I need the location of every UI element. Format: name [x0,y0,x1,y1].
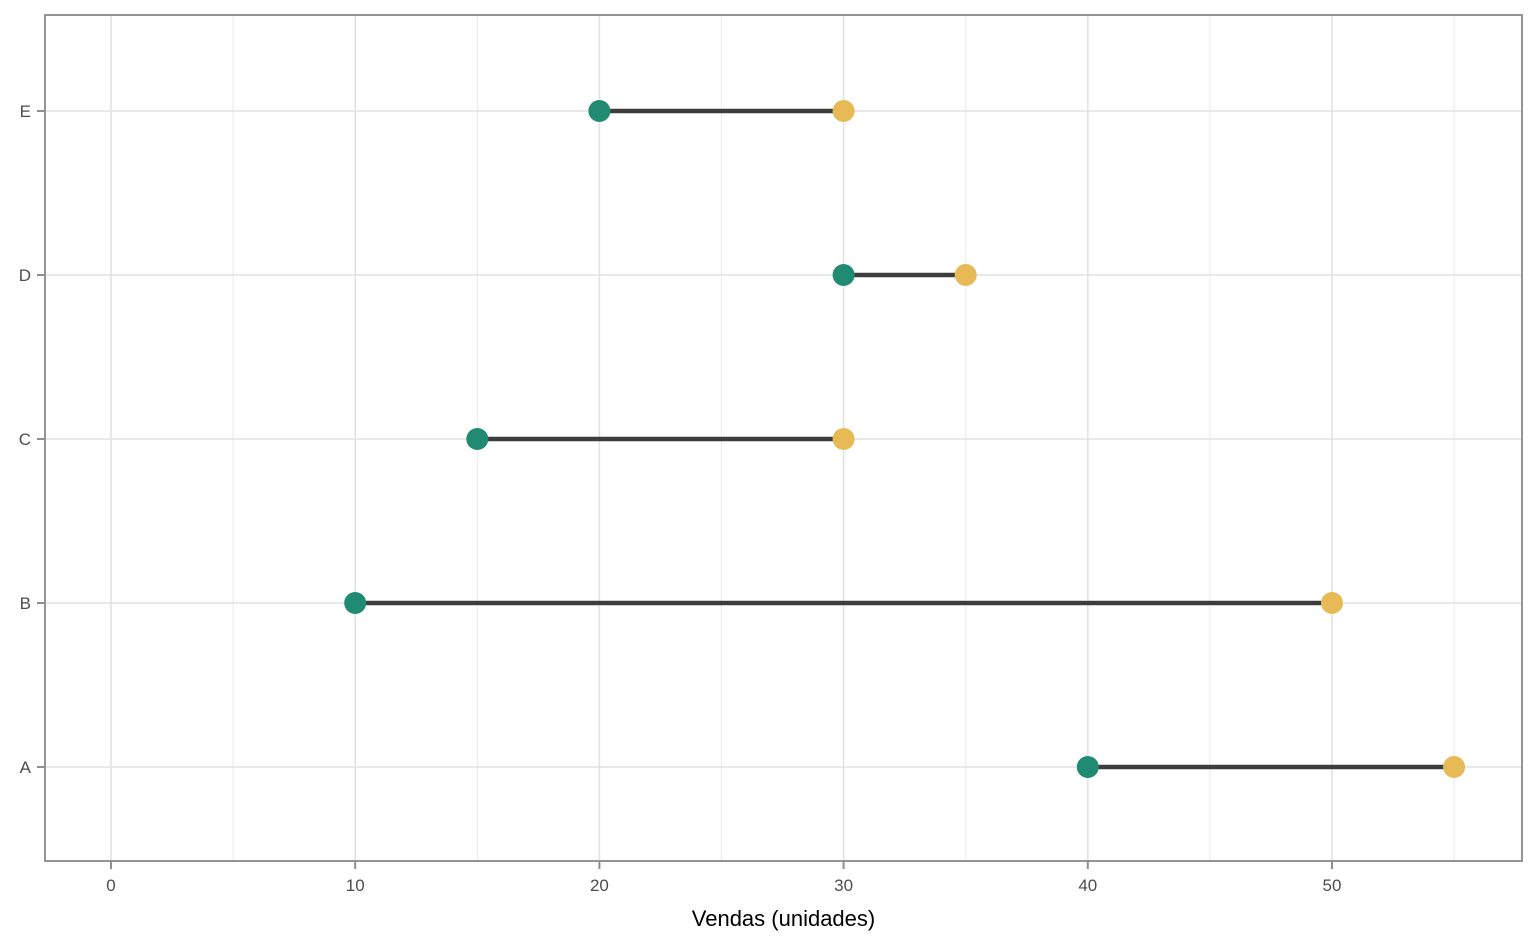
x-axis-title: Vendas (unidades) [691,906,876,931]
x-tick-label: 30 [834,876,853,895]
x-tick-label: 50 [1323,876,1342,895]
x-tick-label: 20 [590,876,609,895]
y-tick-label: A [20,758,32,777]
x-tick-label: 10 [346,876,365,895]
dumbbell-end-dot [1321,592,1343,614]
dumbbell-start-dot [588,100,611,122]
y-tick-label: D [19,266,31,285]
x-tick-label: 40 [1078,876,1097,895]
dumbbell-start-dot [832,264,855,286]
dumbbell-start-dot [344,592,367,614]
dumbbell-end-dot [954,264,977,286]
y-tick-label: B [20,594,31,613]
dumbbell-end-dot [832,428,855,450]
x-tick-label: 0 [106,876,115,895]
dumbbell-start-dot [1076,756,1099,778]
y-tick-label: C [19,430,31,449]
dumbbell-end-dot [832,100,855,122]
dumbbell-end-dot [1443,756,1466,778]
dumbbell-start-dot [466,428,489,450]
y-tick-label: E [20,102,31,121]
